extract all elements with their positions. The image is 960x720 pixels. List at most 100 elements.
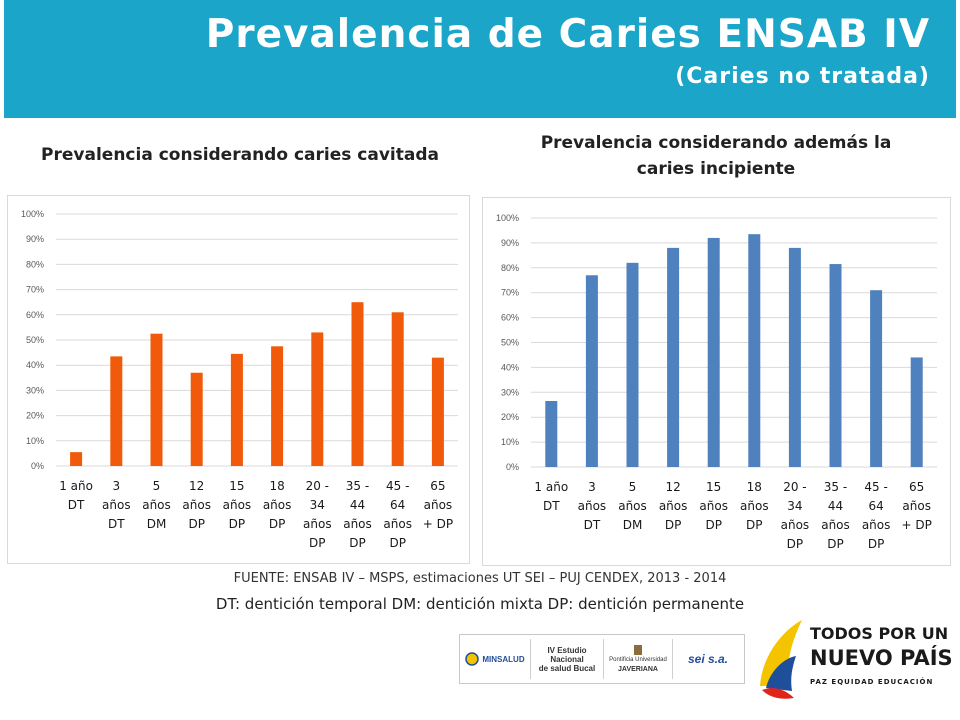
left-x-tick-label: años [343,517,372,531]
left-bar [110,356,123,466]
right-x-tick-label: años [578,499,607,513]
left-y-tick-label: 20% [26,411,44,421]
right-bar [748,234,761,467]
left-y-tick-label: 70% [26,285,44,295]
left-x-tick-label: años [223,498,252,512]
left-x-tick-label: DP [389,536,405,550]
right-x-tick-label: 44 [828,499,843,513]
right-y-tick-label: 90% [501,238,519,248]
left-x-tick-label: años [424,498,453,512]
left-x-tick-label: DP [229,517,245,531]
left-x-tick-label: años [182,498,211,512]
minsalud-logo: MINSALUD [460,639,531,679]
left-x-tick-label: DP [188,517,204,531]
left-x-tick-label: 44 [350,498,365,512]
left-x-tick-label: 15 [229,479,244,493]
left-x-tick-label: DP [309,536,325,550]
left-x-tick-label: 3 [112,479,120,493]
right-y-tick-label: 0% [506,462,519,472]
left-bar [190,372,203,466]
right-bar [707,237,720,467]
left-x-tick-label: años [303,517,332,531]
javeriana-line1: Pontificia Universidad [609,657,667,663]
right-bar [788,247,801,467]
right-x-tick-label: DP [787,537,803,551]
right-x-tick-label: años [781,518,810,532]
left-y-tick-label: 90% [26,234,44,244]
left-x-tick-label: DT [108,517,125,531]
right-bar [545,401,558,467]
right-x-tick-label: 64 [868,499,883,513]
left-x-tick-label: 5 [153,479,161,493]
left-x-tick-label: DM [147,517,167,531]
left-x-tick-label: + DP [423,517,453,531]
left-x-tick-label: 64 [390,498,405,512]
right-chart-heading-line2: caries incipiente [636,159,796,179]
left-y-tick-label: 100% [21,209,44,219]
todos-por-un-nuevo-pais-logo: TODOS POR UN NUEVO PAÍS PAZ EQUIDAD EDUC… [752,616,953,706]
right-y-tick-label: 20% [501,412,519,422]
left-x-tick-label: 20 - [306,479,329,493]
right-x-tick-label: DP [827,537,843,551]
left-chart-svg: 0% 10% 20% 30% 40% 50% 60% 70% 80% 90% 100% 1 año DT… [21,209,458,550]
right-y-tick-label: 100% [496,213,519,223]
left-y-tick-label: 30% [26,385,44,395]
left-bar [391,312,404,466]
shield-icon [465,652,480,666]
right-x-tick-label: 35 - [824,480,847,494]
right-x-tick-label: 18 [747,480,762,494]
left-bar [351,302,364,466]
ensab-line2: de salud Bucal [538,663,596,673]
right-x-tick-label: años [902,499,931,513]
right-x-tick-label: años [618,499,647,513]
right-y-tick-label: 10% [501,437,519,447]
right-chart-heading-line1: Prevalencia considerando además la [540,133,892,153]
right-x-tick-label: 12 [665,480,680,494]
right-x-tick-label: DP [746,518,762,532]
left-x-tick-label: años [142,498,171,512]
right-x-tick-label: años [699,499,728,513]
right-x-tick-label: 20 - [783,480,806,494]
left-x-tick-label: 35 - [346,479,369,493]
right-chart-svg: 0% 10% 20% 30% 40% 50% 60% 70% 80% 90% 100% 1 año DT… [496,213,937,551]
left-chart: 0% 10% 20% 30% 40% 50% 60% 70% 80% 90% 100% 1 año DT… [7,195,470,564]
title-banner: Prevalencia de Caries ENSAB IV (Caries n… [4,0,956,118]
ensab-line1: IV Estudio Nacional [547,645,587,664]
left-bar [230,353,243,466]
right-x-tick-label: DP [868,537,884,551]
left-x-tick-label: 65 [430,479,445,493]
left-y-tick-label: 60% [26,310,44,320]
right-y-tick-label: 40% [501,362,519,372]
left-x-tick-label: 18 [269,479,284,493]
left-y-tick-label: 0% [31,461,44,471]
right-x-tick-label: años [659,499,688,513]
javeriana-line2: JAVERIANA [618,666,658,673]
left-chart-heading-text: Prevalencia considerando caries cavitada [41,145,439,165]
left-y-tick-label: 40% [26,360,44,370]
left-bar [70,452,83,466]
right-y-tick-label: 70% [501,288,519,298]
left-bar [311,332,324,466]
right-y-tick-label: 80% [501,263,519,273]
right-x-tick-label: DT [584,518,601,532]
right-x-tick-label: años [740,499,769,513]
right-x-tick-label: 15 [706,480,721,494]
sei-text: sei s.a. [687,651,729,666]
todos-line2: NUEVO PAÍS [810,646,953,670]
right-x-tick-label: 45 - [864,480,887,494]
left-y-tick-label: 80% [26,259,44,269]
left-x-tick-label: años [383,517,412,531]
right-bar [585,275,598,467]
right-chart: 0% 10% 20% 30% 40% 50% 60% 70% 80% 90% 100% 1 año DT… [482,197,951,566]
todos-line3: PAZ EQUIDAD EDUCACIÓN [810,678,934,686]
right-x-tick-label: años [862,518,891,532]
right-x-tick-label: años [821,518,850,532]
right-y-tick-label: 60% [501,313,519,323]
right-x-tick-label: 3 [588,480,596,494]
right-bar [829,264,842,467]
left-bar [150,333,163,466]
left-x-tick-label: años [263,498,292,512]
left-chart-heading: Prevalencia considerando caries cavitada [20,142,460,168]
right-y-tick-label: 30% [501,387,519,397]
left-x-tick-label: DP [349,536,365,550]
